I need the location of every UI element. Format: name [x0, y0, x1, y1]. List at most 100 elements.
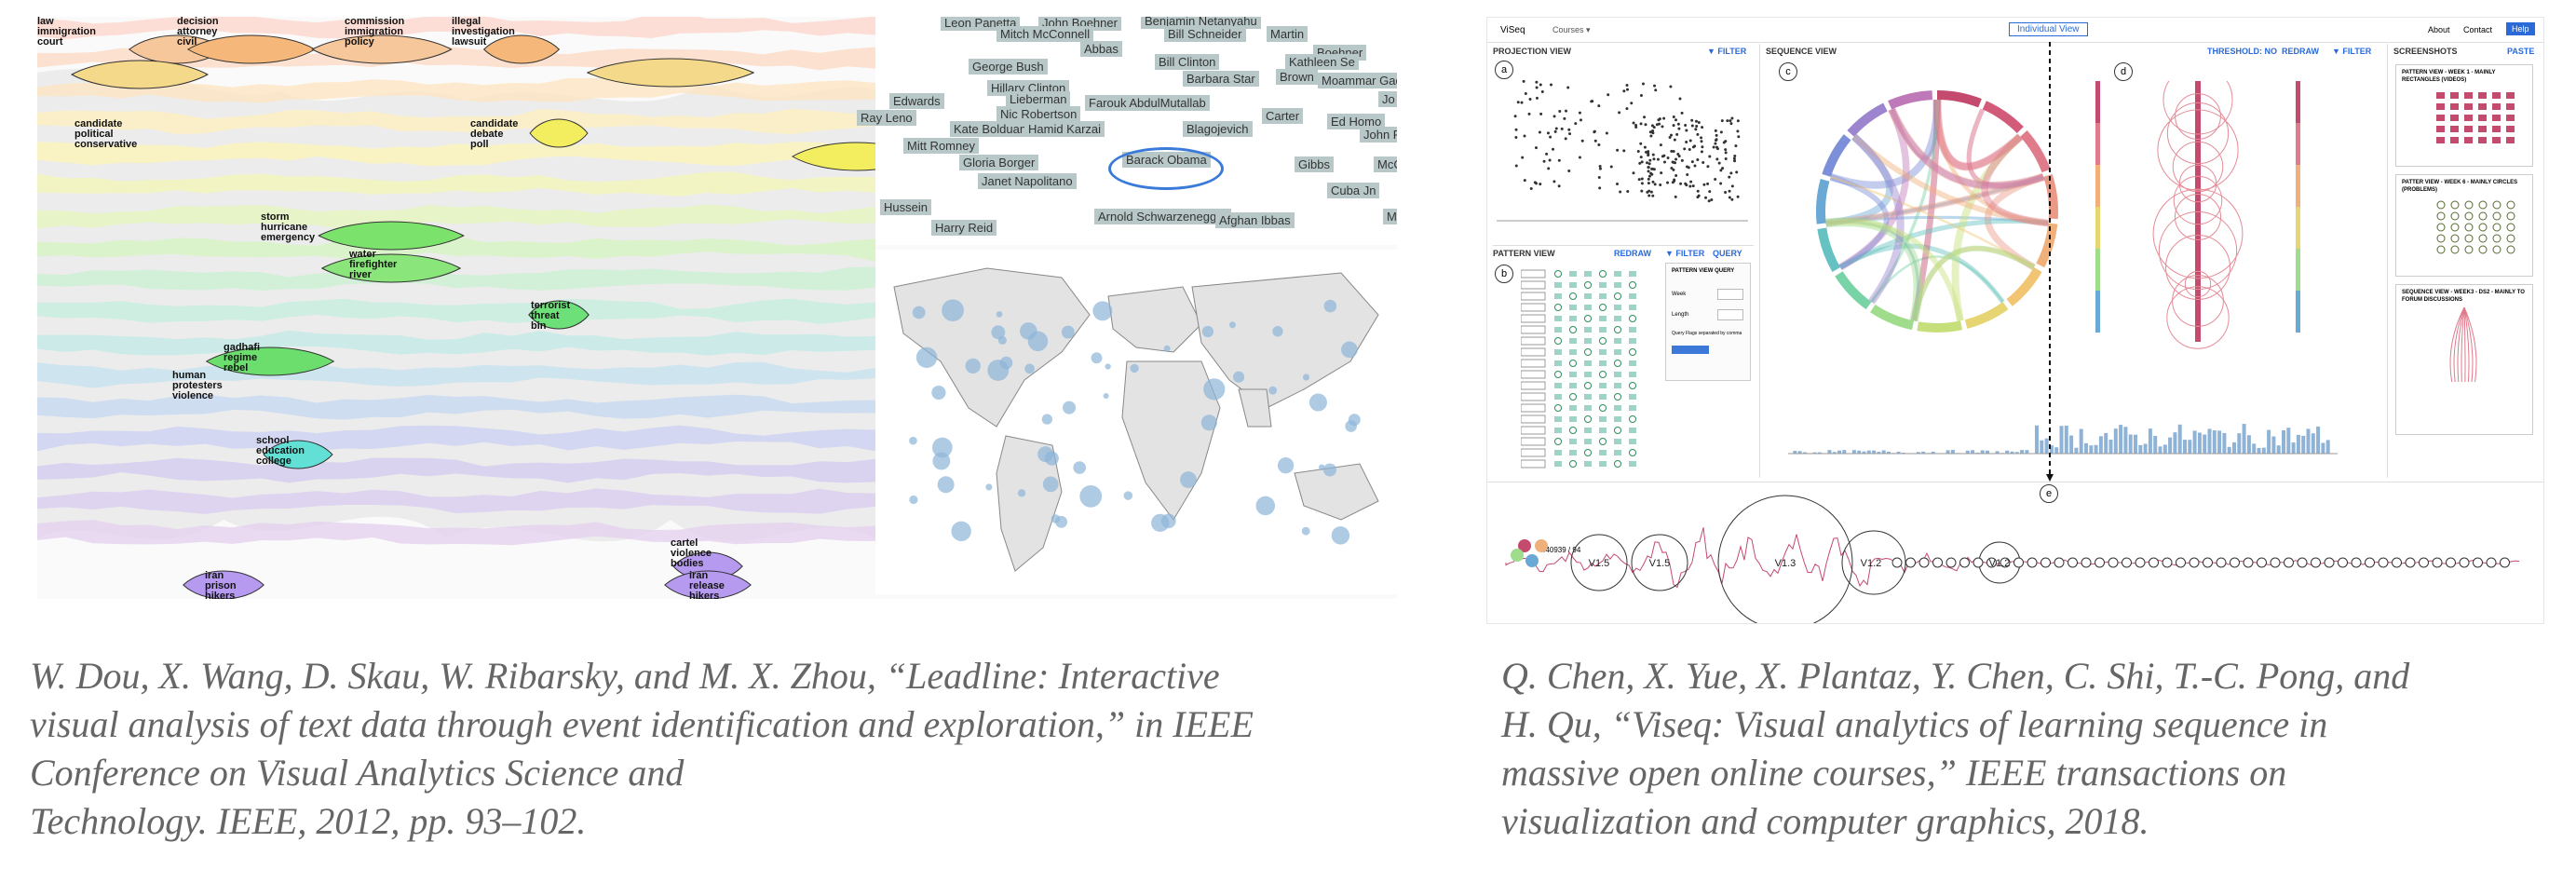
person-name-tag[interactable]: Arnold Schwarzenegger: [1094, 209, 1231, 224]
pattern-circle: [1614, 360, 1621, 367]
person-name-tag[interactable]: Ed Homo: [1327, 114, 1386, 129]
person-name-tag[interactable]: Ray Leno: [857, 110, 916, 126]
person-name-tag[interactable]: Nic Robertson: [997, 106, 1081, 122]
thumbnail-circle: [2478, 234, 2488, 243]
arc-ring: [2174, 193, 2222, 241]
nav-help[interactable]: Help: [2506, 22, 2535, 35]
person-name-tag[interactable]: Janet Napolitano: [978, 173, 1077, 189]
nav-about[interactable]: About: [2428, 25, 2450, 34]
person-name-tag[interactable]: Benjamin Netanyahu: [1141, 17, 1261, 29]
projection-point: [1528, 98, 1532, 102]
projection-point: [1726, 119, 1729, 123]
threshold-toggle[interactable]: THRESHOLD: NO: [2207, 47, 2277, 56]
projection-point: [1673, 138, 1676, 142]
person-name-tag[interactable]: Jo: [1378, 91, 1397, 107]
projection-point: [1674, 195, 1677, 198]
person-name-tag[interactable]: Hussein: [880, 199, 931, 215]
person-name-tag[interactable]: Kate Bolduan: [950, 121, 1031, 137]
projection-point: [1702, 160, 1705, 164]
sequence-filter[interactable]: ▼ FILTER: [2332, 47, 2372, 56]
map-bubble: [1203, 378, 1226, 401]
topic-label-line: illegal: [452, 17, 481, 27]
sequence-problem-node: [2473, 557, 2483, 568]
person-name-tag[interactable]: Moammar Gadhafi: [1318, 73, 1397, 88]
map-bubble: [1200, 414, 1217, 431]
projection-point: [1640, 189, 1644, 193]
pattern-rect: [1584, 338, 1592, 344]
query-week-input[interactable]: [1717, 289, 1743, 300]
app-title: ViSeq: [1500, 25, 1525, 35]
thumbnail-circle: [2464, 223, 2474, 232]
histogram-bar: [1975, 452, 1980, 454]
projection-point: [1539, 83, 1542, 87]
chord-ribbon: [1932, 99, 2024, 171]
pattern-rect: [1599, 394, 1607, 400]
histogram-bar: [1872, 450, 1877, 454]
person-name-tag[interactable]: Mitch McConnell: [997, 26, 1094, 42]
person-name-tag[interactable]: Brown: [1276, 69, 1318, 85]
projection-point: [1605, 131, 1608, 135]
person-name-tag[interactable]: Carter: [1262, 108, 1304, 124]
person-name-tag[interactable]: Gloria Borger: [959, 155, 1039, 170]
screenshot-card[interactable]: PATTER VIEW - WEEK 6 - MAINLY CIRCLES (P…: [2395, 174, 2533, 277]
person-name-tag[interactable]: Bill Clinton: [1155, 54, 1220, 70]
query-flags-input[interactable]: [1672, 346, 1709, 354]
pattern-row-label: [1521, 381, 1546, 390]
person-name-tag[interactable]: Lieberman: [1006, 91, 1071, 107]
histogram-bar: [2173, 432, 2177, 454]
thumbnail-circle: [2450, 234, 2460, 243]
thumbnail-circle: [2464, 245, 2474, 254]
pattern-rect: [1629, 360, 1636, 366]
screenshot-card[interactable]: PATTERN VIEW - WEEK 1 - MAINLY RECTANGLE…: [2395, 64, 2533, 167]
pattern-query[interactable]: QUERY: [1713, 249, 1742, 258]
person-name-tag[interactable]: John R: [1360, 127, 1397, 143]
person-name-tag[interactable]: M: [1383, 209, 1397, 224]
panel-letter-b: b: [1495, 265, 1513, 283]
person-name-tag[interactable]: Farouk AbdulMutallab: [1085, 95, 1210, 111]
sequence-problem-node: [2216, 557, 2227, 568]
projection-filter[interactable]: ▼ FILTER: [1707, 47, 1747, 56]
projection-point: [1658, 122, 1661, 126]
histogram-bar: [2296, 434, 2300, 454]
person-name-tag[interactable]: Hamid Karzai: [1024, 121, 1105, 137]
pattern-rect: [1629, 293, 1636, 299]
projection-point: [1647, 154, 1650, 157]
pattern-rect: [1554, 360, 1562, 366]
person-name-tag[interactable]: Abbas: [1080, 41, 1122, 57]
person-name-tag[interactable]: Gibbs: [1295, 156, 1334, 172]
query-length-input[interactable]: [1717, 309, 1743, 320]
person-name-tag[interactable]: Bill Schneider: [1164, 26, 1246, 42]
person-name-tag[interactable]: Cuba Jn: [1327, 183, 1380, 198]
histogram-bar: [2143, 443, 2148, 454]
projection-point: [1646, 161, 1649, 165]
pattern-circle: [1629, 449, 1636, 456]
pattern-redraw[interactable]: REDRAW: [1614, 249, 1651, 258]
histogram-bar: [1921, 451, 1926, 454]
person-name-tag[interactable]: Mitt Romney: [903, 138, 979, 154]
projection-point: [1590, 100, 1593, 103]
nav-contact[interactable]: Contact: [2463, 25, 2493, 34]
person-name-tag[interactable]: Martin: [1267, 26, 1308, 42]
person-name-tag[interactable]: Blagojevich: [1183, 121, 1253, 137]
topic-label-line: debate: [470, 129, 504, 140]
person-name-tag[interactable]: Barbara Star: [1183, 71, 1259, 87]
projection-view-title: PROJECTION VIEW: [1493, 47, 1572, 56]
projection-point: [1685, 129, 1688, 132]
courses-menu[interactable]: Courses ▾: [1552, 25, 1591, 34]
person-name-tag[interactable]: Afghan Ibbas: [1215, 212, 1295, 228]
sequence-redraw[interactable]: REDRAW: [2282, 47, 2319, 56]
individual-view-button[interactable]: Individual View: [2009, 22, 2088, 36]
pattern-rect: [1569, 349, 1577, 355]
person-name-tag[interactable]: Edwards: [889, 93, 944, 109]
person-name-tag[interactable]: Kathleen Se: [1285, 54, 1359, 70]
thumbnail-circle: [2492, 245, 2501, 254]
person-name-tag[interactable]: George Bush: [969, 59, 1048, 75]
screenshot-card[interactable]: SEQUENCE VIEW - WEEK3 - DS2 - MAINLY TO …: [2395, 284, 2533, 435]
pattern-filter[interactable]: ▼ FILTER: [1665, 249, 1705, 258]
screenshots-paste[interactable]: PASTE: [2507, 47, 2535, 56]
pattern-circle: [1629, 382, 1636, 389]
person-name-tag[interactable]: McC: [1374, 156, 1397, 172]
person-name-tag[interactable]: Harry Reid: [931, 220, 997, 236]
chord-ribbon: [1838, 218, 2049, 270]
map-bubble: [1105, 363, 1111, 370]
